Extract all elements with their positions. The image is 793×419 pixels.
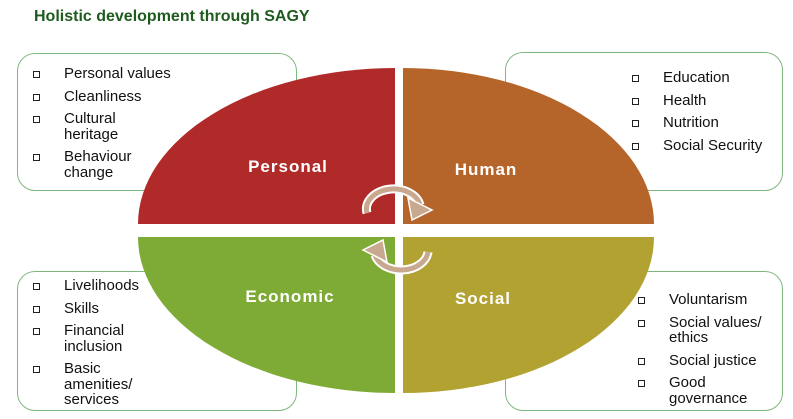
list-item: Cultural heritage — [33, 111, 144, 142]
list-item: Good governance — [638, 375, 769, 406]
list-item: Personal values — [33, 66, 173, 82]
personal-list: Personal values Cleanliness Cultural her… — [33, 66, 173, 187]
list-item: Nutrition — [632, 115, 782, 131]
list-item: Financial inclusion — [33, 323, 144, 354]
human-list: Education Health Nutrition Social Securi… — [632, 70, 782, 160]
list-item: Behaviour change — [33, 149, 149, 180]
list-item: Social values/ ethics — [638, 314, 769, 346]
list-item: Cleanliness — [33, 88, 173, 105]
list-item: Social Security — [632, 137, 782, 154]
list-item: Health — [632, 92, 782, 109]
list-item: Education — [632, 70, 782, 86]
human-quadrant — [403, 68, 654, 224]
economic-label: Economic — [245, 287, 334, 306]
personal-quadrant — [138, 68, 395, 224]
economic-quadrant — [138, 237, 395, 393]
social-label: Social — [455, 289, 511, 308]
social-list: Voluntarism Social values/ ethics Social… — [638, 292, 778, 413]
list-item: Social justice — [638, 352, 778, 369]
diagram-title: Holistic development through SAGY — [34, 8, 310, 25]
social-quadrant — [403, 237, 654, 393]
list-item: Voluntarism — [638, 292, 778, 308]
list-item: Skills — [33, 300, 173, 317]
list-item: Basic amenities/ services — [33, 361, 149, 408]
personal-label: Personal — [248, 157, 328, 176]
list-item: Livelihoods — [33, 278, 173, 294]
economic-list: Livelihoods Skills Financial inclusion B… — [33, 278, 173, 415]
human-label: Human — [455, 160, 518, 179]
